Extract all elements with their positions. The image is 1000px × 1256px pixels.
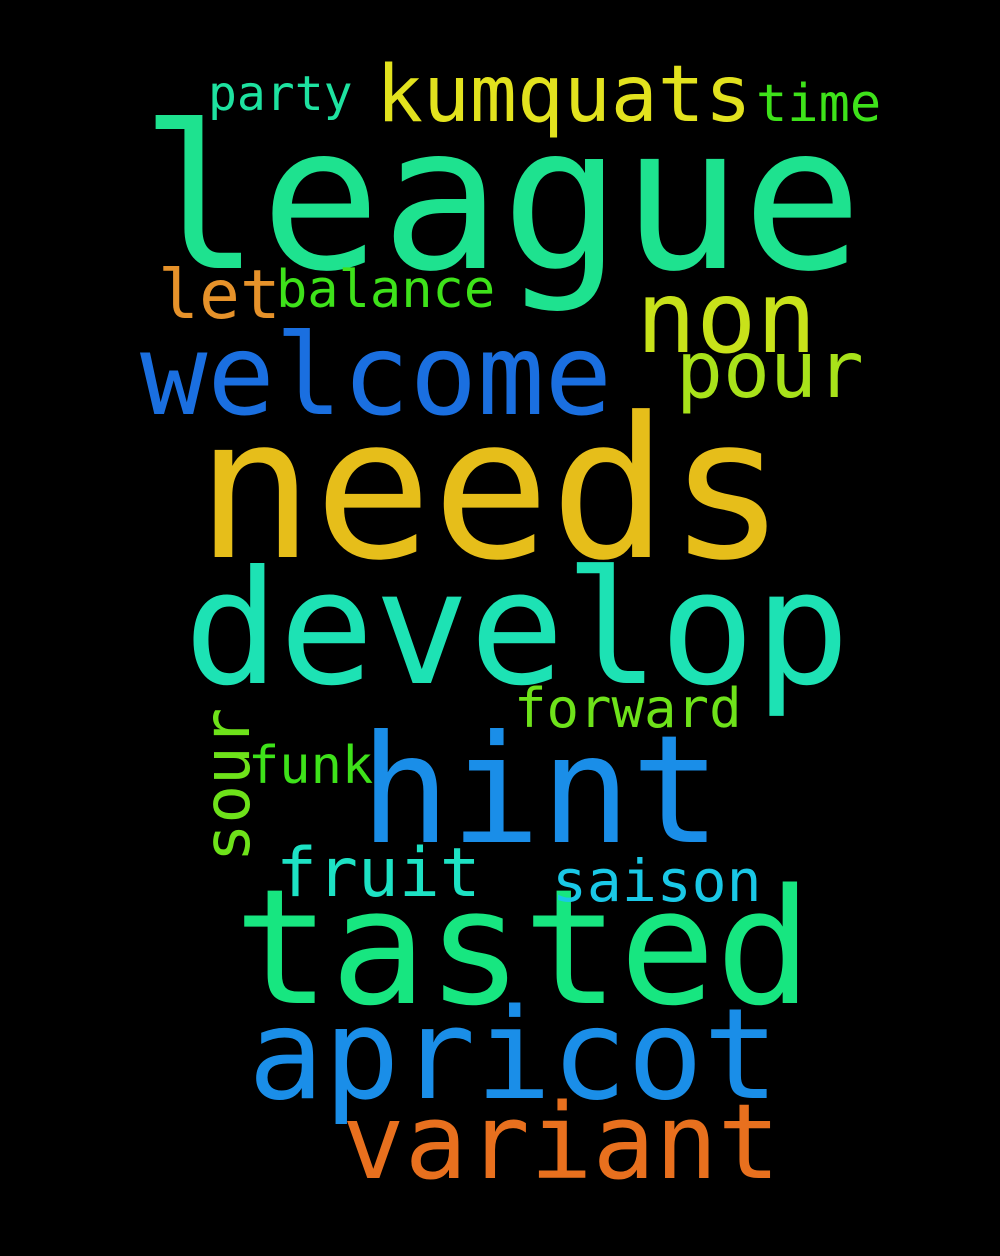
word-kumquats: kumquats xyxy=(376,50,752,140)
word-hint: hint xyxy=(360,704,722,878)
word-apricot: apricot xyxy=(248,981,780,1128)
word-funk: funk xyxy=(248,736,374,796)
word-welcome: welcome xyxy=(140,311,613,441)
word-develop: develop xyxy=(184,537,850,721)
word-league: league xyxy=(140,83,863,316)
word-party: party xyxy=(208,66,353,122)
word-sour: sour xyxy=(191,707,265,862)
word-forward: forward xyxy=(514,677,742,740)
word-saison: saison xyxy=(552,847,762,915)
word-non: non xyxy=(636,259,817,376)
word-needs: needs xyxy=(196,376,787,604)
word-tasted: tasted xyxy=(234,854,812,1041)
word-variant: variant xyxy=(342,1081,781,1203)
word-pour: pour xyxy=(676,326,864,416)
word-balance: balance xyxy=(276,260,496,320)
word-let: let xyxy=(158,256,281,335)
word-time: time xyxy=(756,74,882,134)
word-fruit: fruit xyxy=(276,834,481,913)
